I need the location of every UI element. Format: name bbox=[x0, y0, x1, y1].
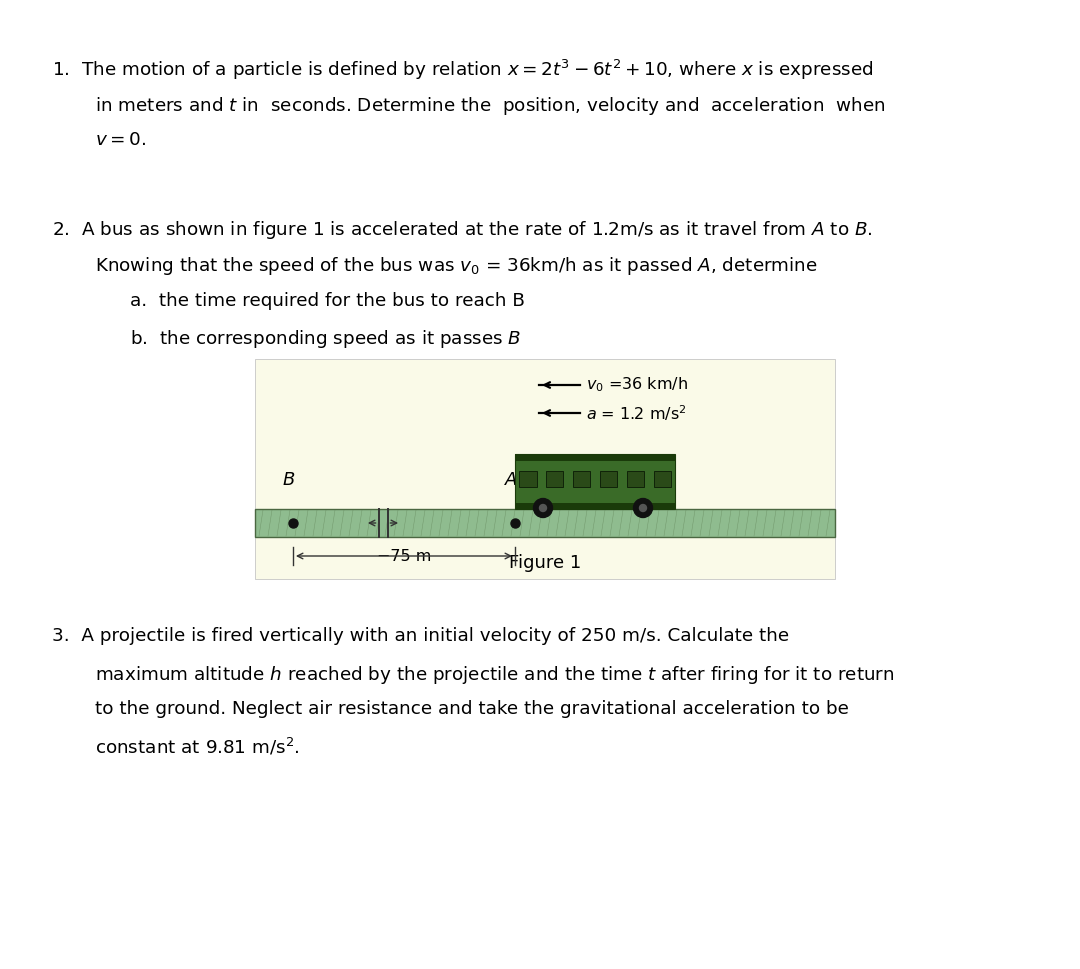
Bar bbox=[599, 471, 617, 487]
FancyBboxPatch shape bbox=[255, 359, 835, 579]
Bar bbox=[255, 509, 835, 537]
Bar bbox=[545, 471, 564, 487]
Text: in meters and $t$ in  seconds. Determine the  position, velocity and  accelerati: in meters and $t$ in seconds. Determine … bbox=[95, 95, 886, 116]
Bar bbox=[519, 471, 537, 487]
Circle shape bbox=[534, 498, 553, 517]
Text: b.  the corresponding speed as it passes $B$: b. the corresponding speed as it passes … bbox=[130, 328, 522, 350]
Text: $B$: $B$ bbox=[282, 471, 296, 489]
Text: maximum altitude $h$ reached by the projectile and the time $t$ after firing for: maximum altitude $h$ reached by the proj… bbox=[95, 664, 894, 685]
Text: 3.  A projectile is fired vertically with an initial velocity of 250 m/s. Calcul: 3. A projectile is fired vertically with… bbox=[52, 627, 789, 645]
Text: Figure 1: Figure 1 bbox=[509, 554, 581, 572]
Text: to the ground. Neglect air resistance and take the gravitational acceleration to: to the ground. Neglect air resistance an… bbox=[95, 700, 849, 718]
Bar bbox=[515, 454, 675, 461]
Text: 1.  The motion of a particle is defined by relation $x = 2t^3 - 6t^2 + 10$, wher: 1. The motion of a particle is defined b… bbox=[52, 58, 874, 82]
Bar bbox=[626, 471, 644, 487]
Bar bbox=[515, 503, 675, 509]
Circle shape bbox=[634, 498, 652, 517]
Text: $v = 0$.: $v = 0$. bbox=[95, 131, 146, 149]
Text: 2.  A bus as shown in figure 1 is accelerated at the rate of 1.2m/s as it travel: 2. A bus as shown in figure 1 is acceler… bbox=[52, 219, 873, 240]
Text: $v_0$ =36 km/h: $v_0$ =36 km/h bbox=[585, 376, 688, 394]
Text: Knowing that the speed of the bus was $v_0$ = 36km/h as it passed $A$, determine: Knowing that the speed of the bus was $v… bbox=[95, 255, 818, 277]
Text: $A$: $A$ bbox=[504, 471, 518, 489]
Bar bbox=[572, 471, 591, 487]
Bar bbox=[653, 471, 671, 487]
Circle shape bbox=[540, 505, 546, 512]
Text: a.  the time required for the bus to reach B: a. the time required for the bus to reac… bbox=[130, 292, 525, 310]
Circle shape bbox=[639, 505, 647, 512]
Bar bbox=[515, 454, 675, 509]
Text: $a$ = 1.2 m/s$^2$: $a$ = 1.2 m/s$^2$ bbox=[585, 403, 686, 422]
Text: constant at 9.81 m/s$^2$.: constant at 9.81 m/s$^2$. bbox=[95, 736, 299, 758]
Text: −75 m: −75 m bbox=[377, 549, 431, 564]
